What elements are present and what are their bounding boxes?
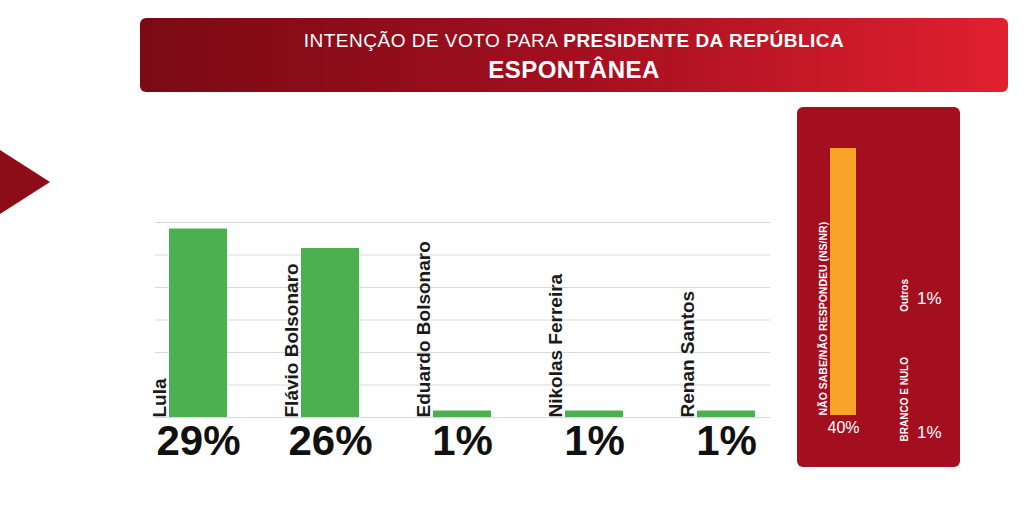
- svg-text:NÃO SABE/NÃO RESPONDEU (NS/NR): NÃO SABE/NÃO RESPONDEU (NS/NR): [817, 222, 829, 416]
- svg-text:29%: 29%: [156, 417, 240, 464]
- html-text:Outros: Outros: [899, 279, 910, 312]
- svg-text:Flávio Bolsonaro: Flávio Bolsonaro: [281, 263, 302, 417]
- svg-text:Nikolas Ferreira: Nikolas Ferreira: [545, 273, 566, 417]
- svg-text:40%: 40%: [827, 419, 859, 436]
- svg-text:Eduardo Bolsonaro: Eduardo Bolsonaro: [413, 241, 434, 417]
- svg-text:26%: 26%: [288, 417, 372, 464]
- svg-text:1%: 1%: [432, 417, 493, 464]
- html-text:1%: 1%: [917, 423, 942, 442]
- svg-text:1%: 1%: [696, 417, 757, 464]
- html-text:BRANCO E NULO: BRANCO E NULO: [899, 357, 910, 442]
- html-text:ESPONTÂNEA: ESPONTÂNEA: [488, 56, 660, 83]
- html-text:INTENÇÃO DE VOTO PARA PRESIDEN: INTENÇÃO DE VOTO PARA PRESIDENTE DA REPÚ…: [303, 30, 845, 51]
- svg-text:Renan Santos: Renan Santos: [677, 291, 698, 418]
- html-text:1%: 1%: [917, 289, 942, 308]
- svg-text:Lula: Lula: [149, 378, 170, 417]
- svg-text:1%: 1%: [564, 417, 625, 464]
